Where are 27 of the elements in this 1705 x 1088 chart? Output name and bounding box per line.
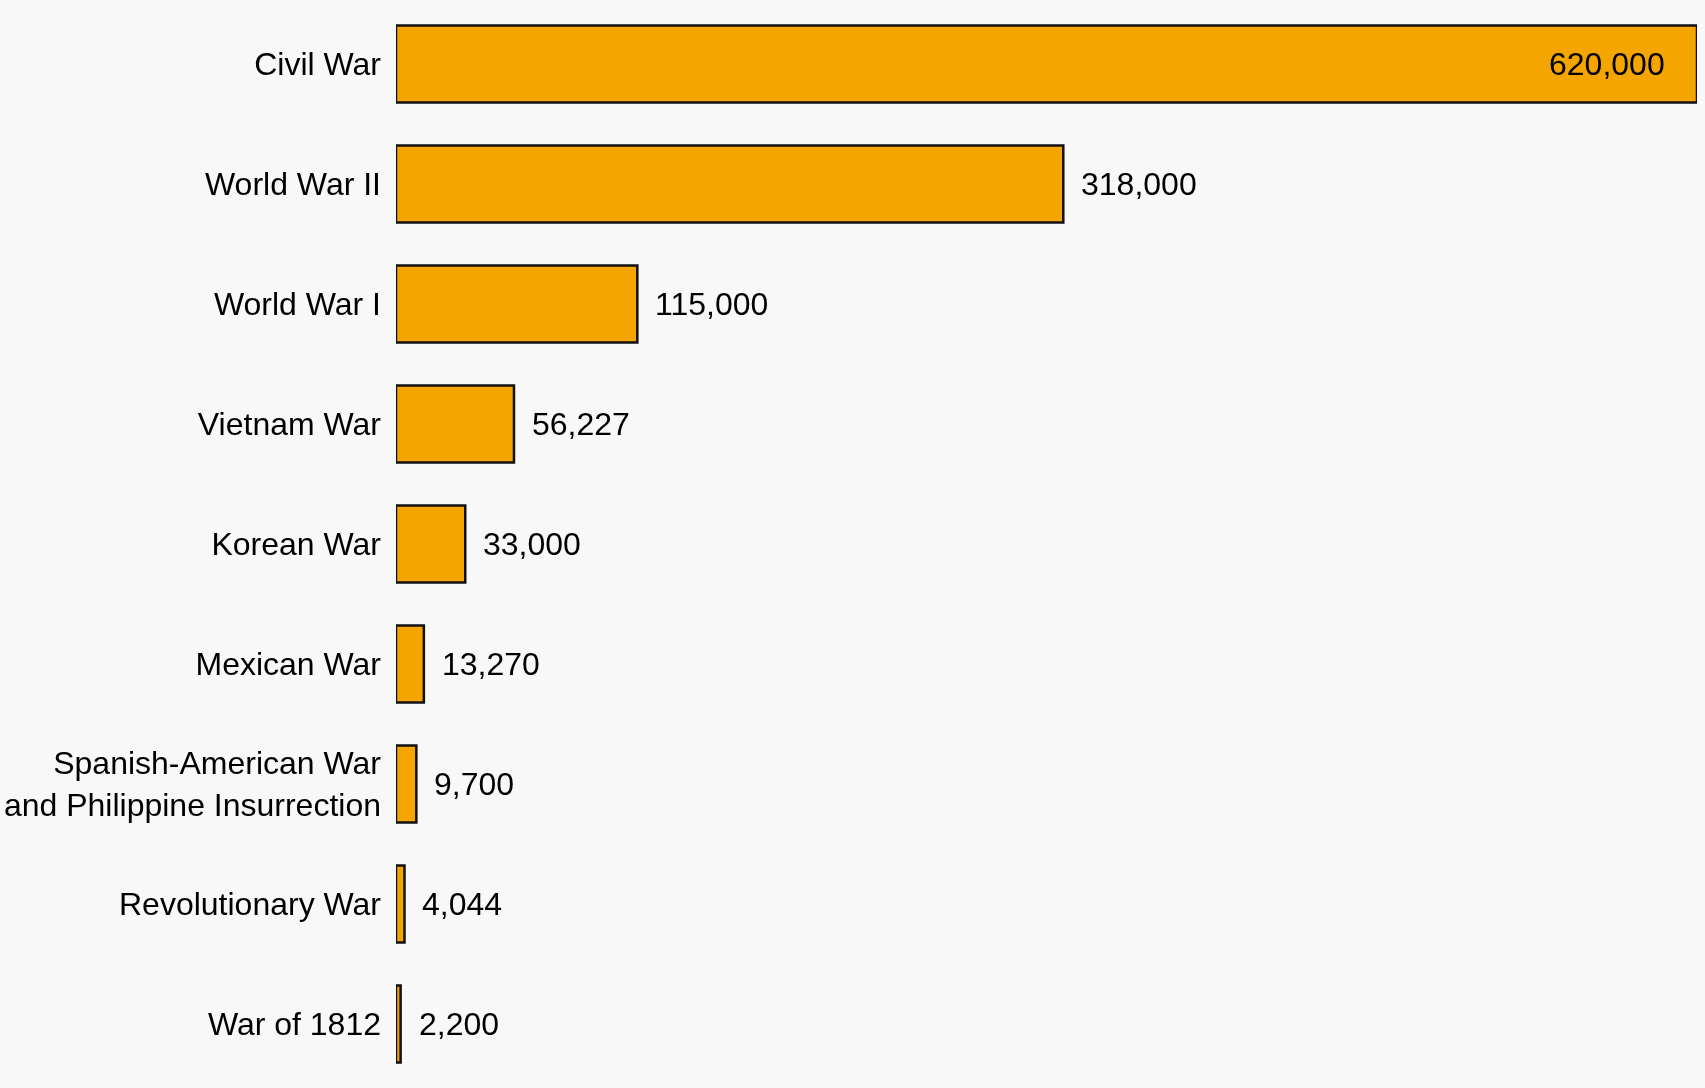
bar (396, 24, 1697, 104)
bar (396, 984, 402, 1064)
data-label: 115,000 (655, 286, 769, 322)
data-label: 33,000 (483, 526, 581, 562)
bar (396, 744, 418, 824)
y-tick-label: Civil War (254, 46, 382, 83)
data-label: 13,270 (442, 646, 540, 682)
data-label: 318,000 (1081, 166, 1197, 202)
y-tick-label: War of 1812 (207, 1006, 381, 1043)
y-tick-label: World War II (204, 166, 381, 203)
data-label: 620,000 (1549, 46, 1665, 82)
y-tick-label: Korean War (211, 526, 382, 563)
bar (396, 864, 406, 944)
bar (396, 264, 639, 344)
data-label: 2,200 (419, 1006, 500, 1042)
bar (396, 384, 516, 464)
data-label: 4,044 (422, 886, 503, 922)
data-label: 9,700 (434, 766, 515, 802)
y-tick-label: Vietnam War (197, 406, 382, 443)
y-tick-label: World War I (213, 286, 381, 323)
bar (396, 504, 467, 584)
y-tick-label: Spanish-American War and Philippine Insurrection (3, 745, 382, 823)
bar (396, 144, 1065, 224)
y-tick-label: Mexican War (195, 646, 382, 683)
data-label: 56,227 (532, 406, 630, 442)
y-tick-label: Revolutionary War (118, 886, 382, 923)
bar (396, 624, 426, 704)
